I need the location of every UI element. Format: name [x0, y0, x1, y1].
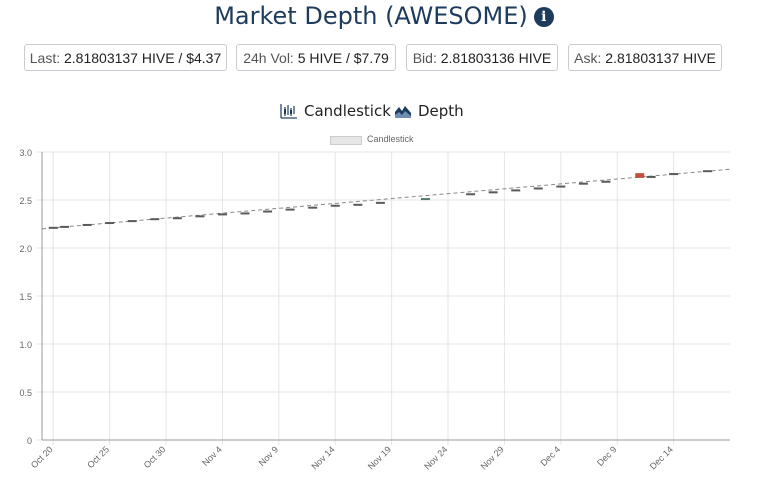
- x-tick-label: Dec 4: [539, 444, 563, 468]
- candle-flat: [533, 187, 543, 190]
- candle-flat: [240, 212, 250, 215]
- candles: [48, 170, 712, 229]
- x-tick-label: Oct 20: [29, 444, 55, 470]
- x-tick-label: Dec 9: [595, 444, 619, 468]
- depth-chart-icon: [395, 106, 411, 118]
- ask-badge: Ask: 2.81803137 HIVE: [568, 44, 722, 71]
- candle-flat: [330, 204, 340, 207]
- candle-flat: [466, 193, 476, 196]
- candle-flat: [48, 226, 58, 229]
- bid-value: 2.81803136 HIVE: [440, 50, 552, 66]
- tab-depth[interactable]: Depth: [394, 102, 464, 120]
- ask-value: 2.81803137 HIVE: [605, 50, 716, 66]
- candle-flat: [669, 173, 679, 176]
- candle-flat: [150, 218, 160, 221]
- chart-tabs: Candlestick Depth: [0, 102, 768, 122]
- page-title-text: Market Depth (AWESOME): [214, 2, 528, 30]
- x-tick-label: Nov 19: [366, 444, 393, 471]
- x-tick-label: Nov 14: [309, 444, 336, 471]
- candle-flat: [308, 206, 318, 209]
- y-tick-label: 0: [27, 436, 32, 446]
- candle-flat: [578, 182, 588, 185]
- candle-flat: [511, 189, 521, 192]
- last-price-value: 2.81803137 HIVE / $4.37: [64, 50, 222, 66]
- x-tick-label: Nov 24: [422, 444, 449, 471]
- page-title: Market Depth (AWESOME) i: [0, 2, 768, 30]
- tab-depth-label: Depth: [418, 102, 464, 120]
- candle-flat: [353, 203, 363, 206]
- chart-axes: [41, 152, 730, 441]
- last-price-label: Last:: [29, 50, 61, 66]
- candle-flat: [195, 215, 205, 218]
- candle-flat: [646, 175, 656, 178]
- candle-flat: [375, 201, 385, 204]
- trend-line: [41, 168, 731, 230]
- legend-label[interactable]: Candlestick: [367, 134, 414, 144]
- candle-flat: [105, 222, 115, 225]
- candle-flat: [285, 208, 295, 211]
- candle-flat: [217, 213, 227, 216]
- last-price-badge: Last: 2.81803137 HIVE / $4.37: [24, 44, 227, 71]
- candle-flat: [601, 180, 611, 183]
- legend-swatch[interactable]: [330, 136, 362, 145]
- y-tick-label: 2.5: [19, 196, 32, 206]
- candle-up: [420, 198, 430, 201]
- candle-flat: [60, 225, 70, 228]
- ask-label: Ask:: [574, 50, 602, 66]
- candle-flat: [172, 217, 182, 220]
- tab-candlestick-label: Candlestick: [304, 102, 391, 120]
- volume-value: 5 HIVE / $7.79: [297, 50, 389, 66]
- y-axis-ticks: 0 0.5 1.0 1.5 2.0 2.5 3.0: [19, 148, 32, 446]
- x-tick-label: Nov 29: [479, 444, 506, 471]
- candle-flat: [263, 210, 273, 213]
- x-tick-label: Nov 4: [200, 444, 224, 468]
- candlestick-icon: [280, 104, 297, 119]
- bid-label: Bid:: [412, 50, 437, 66]
- candle-down: [635, 173, 645, 178]
- chart-grid: [37, 151, 730, 445]
- y-tick-label: 3.0: [19, 148, 32, 158]
- candle-flat: [556, 185, 566, 188]
- bid-badge: Bid: 2.81803136 HIVE: [406, 44, 558, 71]
- candle-flat: [488, 191, 498, 194]
- volume-label: 24h Vol:: [243, 50, 294, 66]
- y-tick-label: 1.5: [19, 292, 32, 302]
- y-tick-label: 2.0: [19, 244, 32, 254]
- x-axis-ticks: Oct 20 Oct 25 Oct 30 Nov 4 Nov 9 Nov 14 Nov 19…: [29, 444, 675, 471]
- info-icon[interactable]: i: [533, 7, 554, 27]
- candle-flat: [702, 170, 712, 173]
- x-tick-label: Nov 9: [257, 444, 281, 468]
- x-tick-label: Oct 25: [85, 444, 111, 470]
- x-tick-label: Oct 30: [142, 444, 168, 470]
- volume-badge: 24h Vol: 5 HIVE / $7.79: [236, 44, 396, 71]
- price-trend: [41, 168, 731, 230]
- candle-flat: [127, 220, 137, 223]
- y-tick-label: 1.0: [19, 340, 32, 350]
- y-tick-label: 0.5: [19, 388, 32, 398]
- candle-flat: [82, 223, 92, 226]
- tab-candlestick[interactable]: Candlestick: [280, 102, 391, 120]
- x-tick-label: Dec 14: [648, 444, 675, 471]
- chart-legend: Candlestick: [0, 134, 768, 148]
